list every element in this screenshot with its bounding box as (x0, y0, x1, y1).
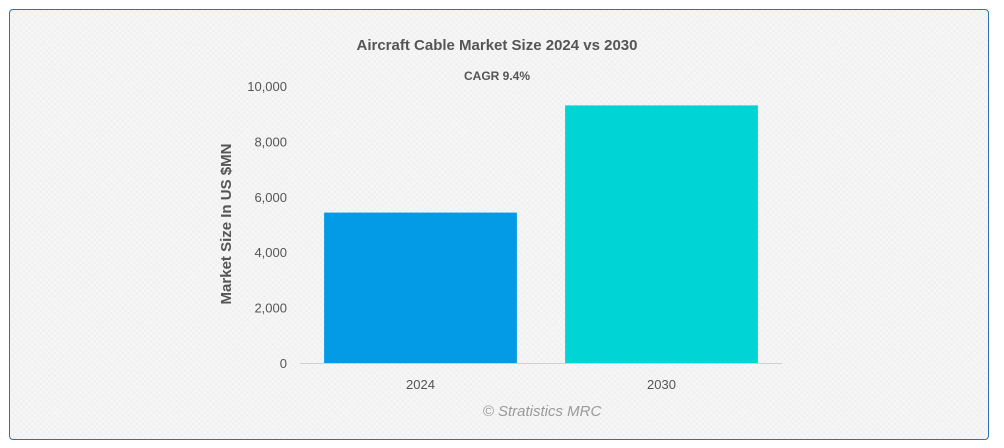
y-tick-label: 4,000 (254, 245, 287, 260)
y-tick-label: 10,000 (247, 79, 287, 94)
y-axis-ticks: 0 2,000 4,000 6,000 8,000 10,000 (247, 79, 287, 371)
y-tick-label: 6,000 (254, 190, 287, 205)
x-axis-ticks: 2024 2030 (406, 377, 676, 392)
chart-title: Aircraft Cable Market Size 2024 vs 2030 (357, 37, 638, 54)
watermark: © Stratistics MRC (483, 403, 602, 420)
y-tick-label: 2,000 (254, 301, 287, 316)
y-tick-label: 0 (280, 356, 287, 371)
chart-subtitle: CAGR 9.4% (464, 69, 530, 83)
x-tick-label: 2030 (647, 377, 676, 392)
bar-2030 (565, 105, 758, 363)
x-tick-label: 2024 (406, 377, 435, 392)
bar-2024 (324, 212, 517, 363)
bars (324, 105, 758, 363)
y-tick-label: 8,000 (254, 134, 287, 149)
y-axis-label: Market Size In US $MN (218, 144, 235, 305)
